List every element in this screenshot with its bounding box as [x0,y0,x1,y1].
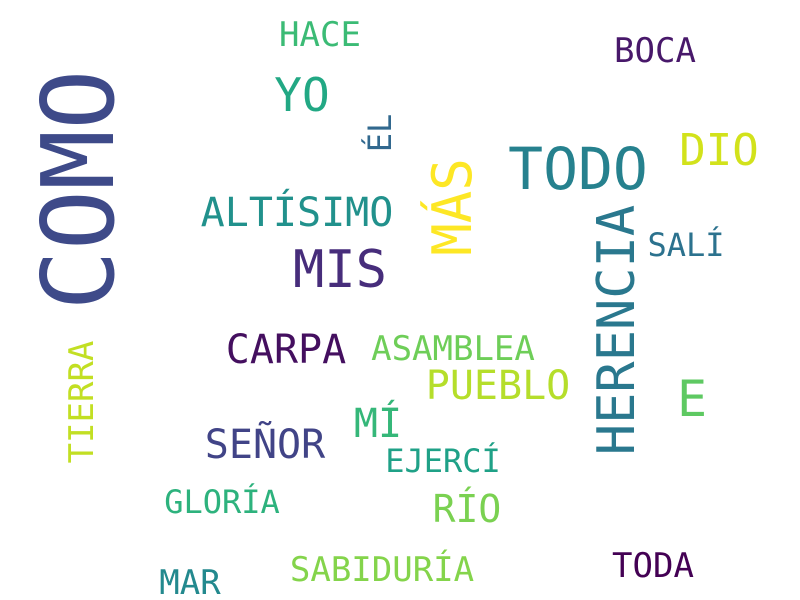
word-ejerci: EJERCÍ [385,442,501,480]
word-asamblea: ASAMBLEA [371,329,535,369]
word-e: E [676,370,708,428]
word-gloria: GLORÍA [164,483,280,521]
word-mas: MÁS [421,158,484,256]
word-mis: MIS [293,240,387,300]
word-hace: HACE [279,15,361,55]
word-yo: YO [274,68,330,122]
word-como: COMO [20,69,137,311]
word-todo: TODO [508,135,648,203]
word-mi: MÍ [353,401,403,447]
word-el: ÉL [361,113,399,153]
word-toda: TODA [612,546,694,586]
word-tierra: TIERRA [62,340,102,464]
word-altisimo: ALTÍSIMO [200,190,394,236]
word-pueblo: PUEBLO [425,363,571,409]
word-sabiduria: SABIDURÍA [289,550,475,590]
word-senor: SEÑOR [204,422,326,468]
word-herencia: HERENCIA [587,204,647,456]
word-carpa: CARPA [225,327,347,373]
word-dio: DIO [679,125,759,176]
word-rio: RÍO [432,487,502,531]
word-mar: MAR [159,563,221,600]
word-boca: BOCA [614,31,696,71]
word-sali: SALÍ [647,226,725,264]
